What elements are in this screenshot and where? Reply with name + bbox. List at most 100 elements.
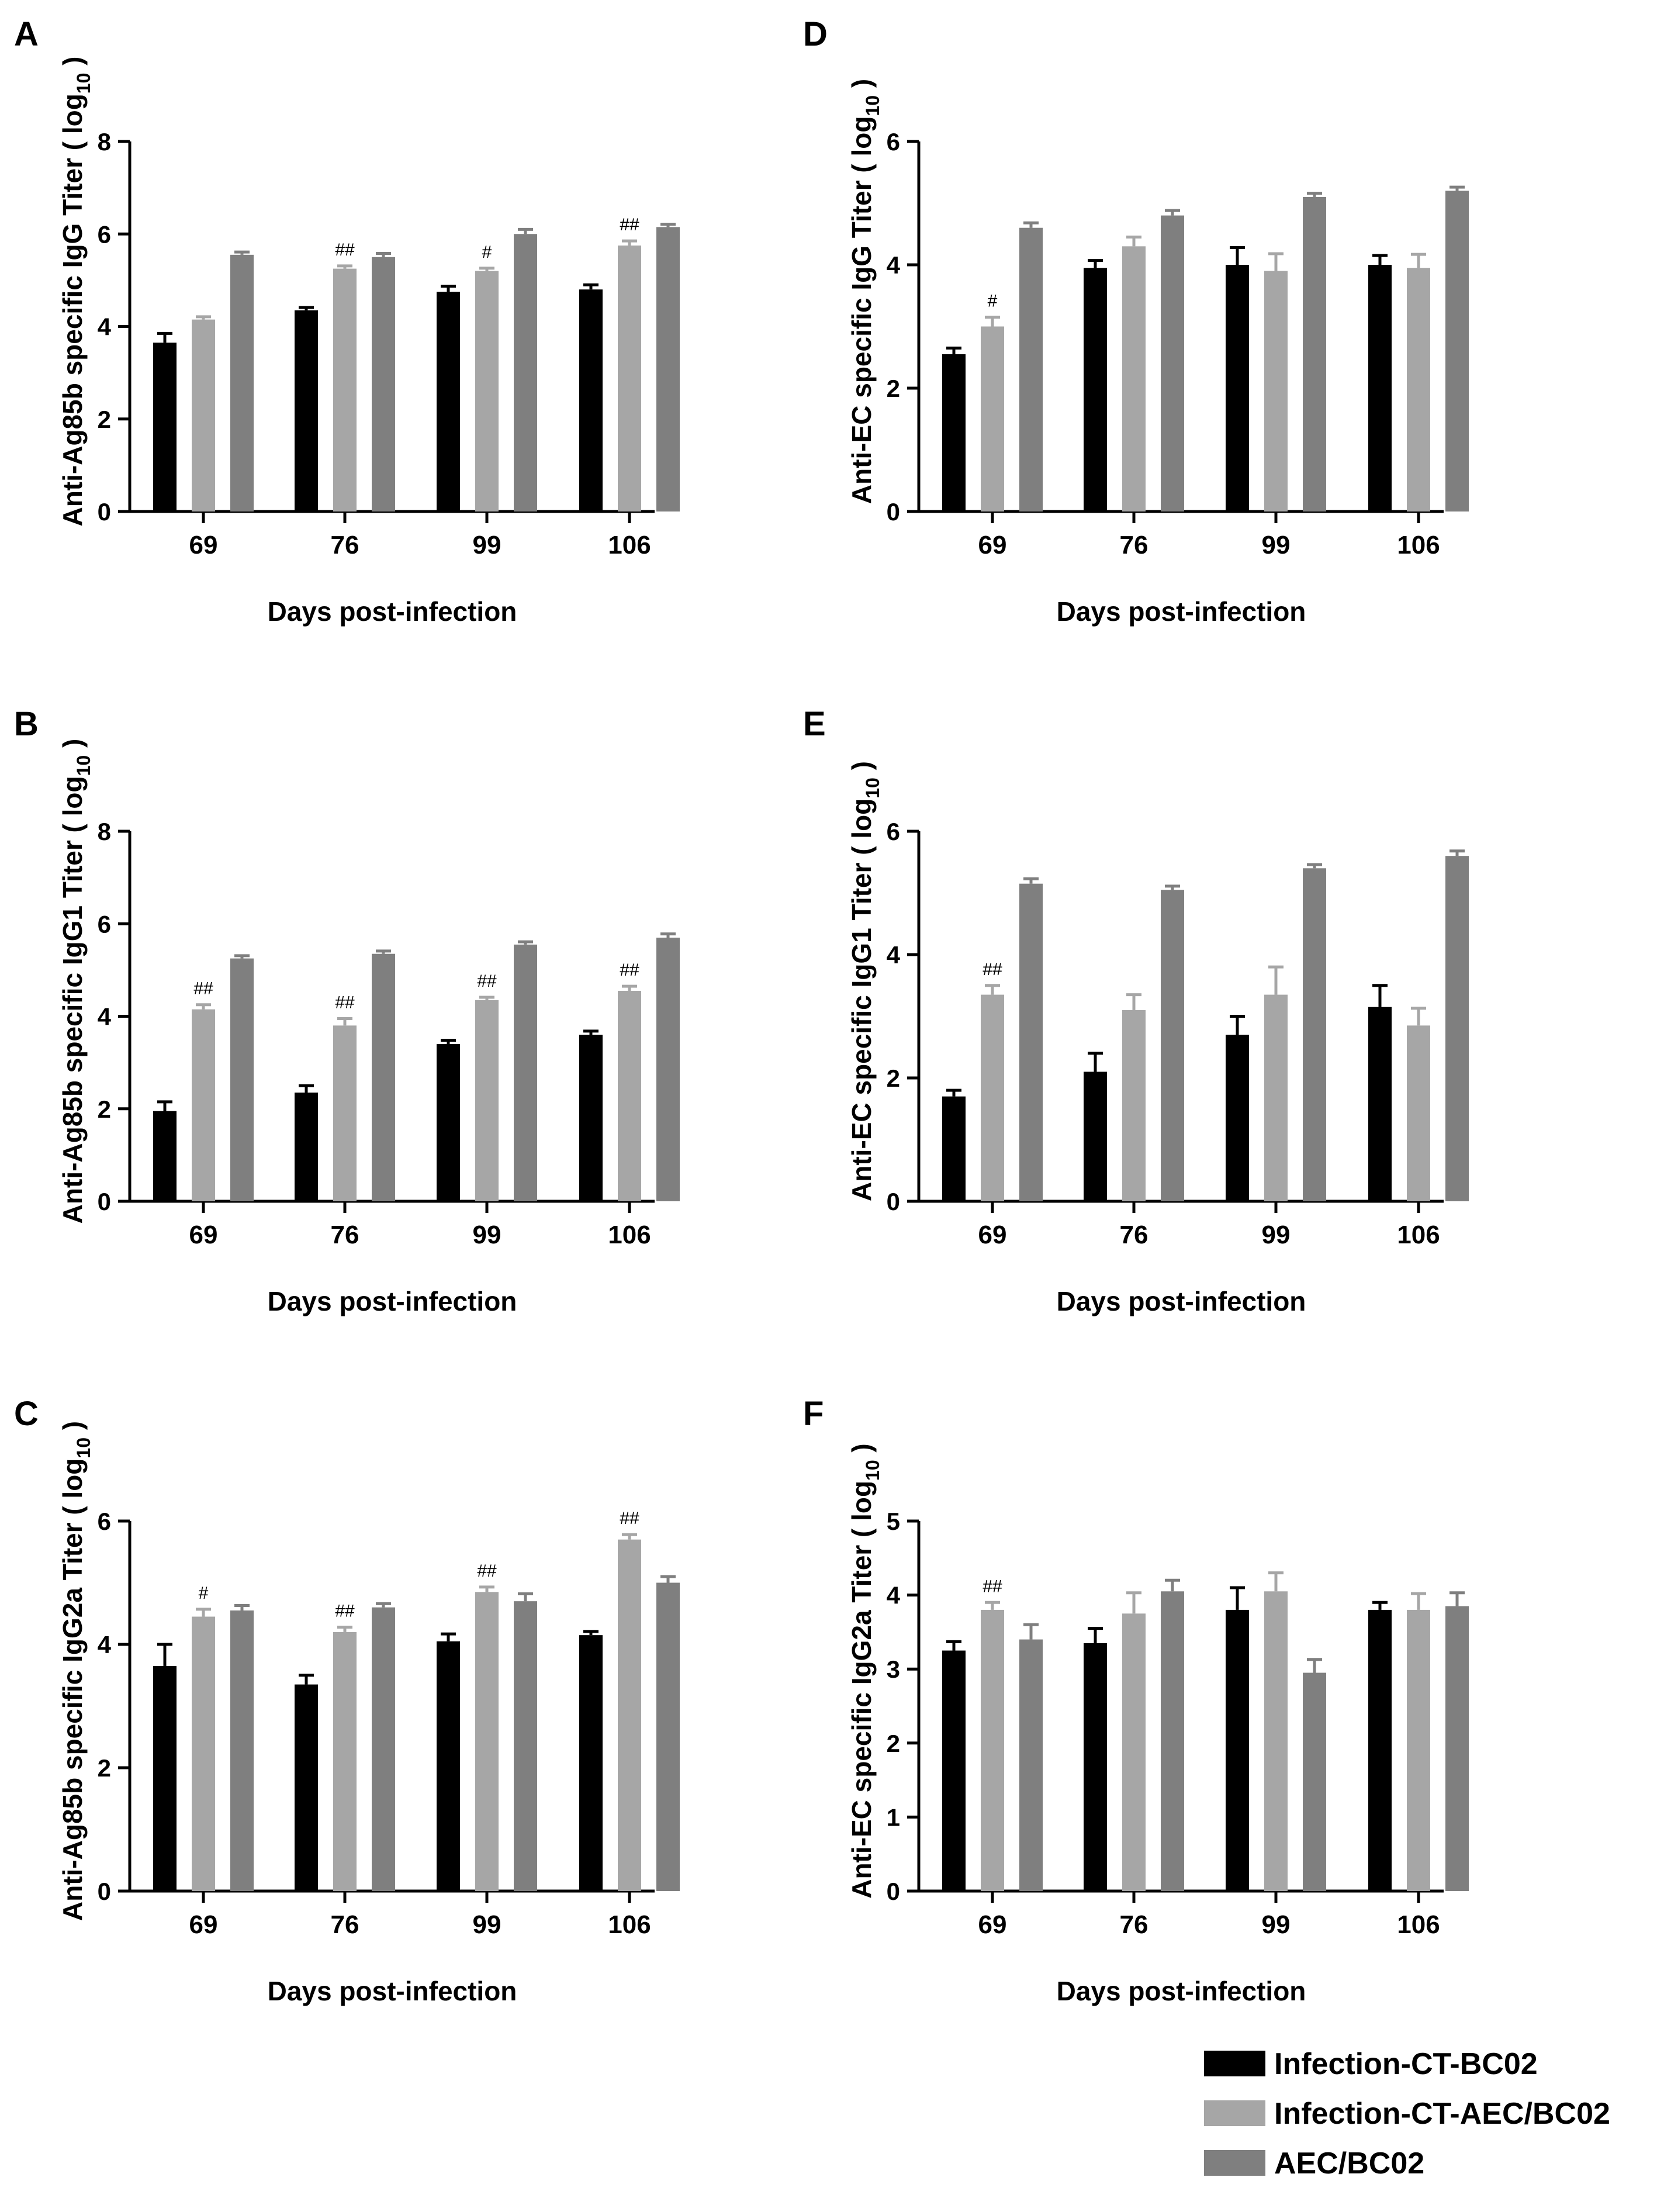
- bar-b-s2-c0: [230, 958, 254, 1201]
- bar-a-s0-c2: [437, 292, 460, 511]
- bar-a-s1-c0: [192, 319, 215, 511]
- bar-f-s0-c2: [1226, 1609, 1249, 1891]
- panel-letter: E: [803, 705, 826, 743]
- significance-mark: ##: [193, 979, 213, 998]
- y-tick-label: 4: [887, 1582, 901, 1609]
- bar-b-s0-c3: [579, 1035, 603, 1201]
- bar-e-s2-c2: [1303, 868, 1326, 1201]
- y-tick-label: 2: [887, 375, 900, 402]
- y-tick-label: 0: [887, 1188, 900, 1215]
- y-tick-label: 3: [887, 1655, 900, 1683]
- y-axis-title: Anti-EC specific IgG1 Titer ( log10 ): [846, 761, 883, 1201]
- y-tick-label: 4: [887, 251, 901, 279]
- bar-e-s2-c0: [1019, 883, 1043, 1201]
- y-tick-label: 4: [98, 313, 112, 341]
- bar-e-s2-c3: [1445, 856, 1469, 1201]
- x-tick-label: 76: [331, 531, 359, 559]
- bar-f-s2-c1: [1161, 1591, 1184, 1891]
- legend: Infection-CT-BC02 Infection-CT-AEC/BC02 AE…: [1204, 2047, 1610, 2180]
- significance-mark: ##: [335, 1601, 355, 1620]
- bar-c-s0-c1: [295, 1684, 318, 1891]
- y-axis-title-subscript: 10: [73, 755, 94, 776]
- x-tick-label: 69: [978, 531, 1007, 559]
- y-tick-label: 2: [887, 1064, 900, 1092]
- significance-mark: ##: [620, 1509, 639, 1528]
- significance-mark: ##: [477, 972, 497, 991]
- bar-c-s2-c2: [514, 1601, 537, 1891]
- bar-b-s2-c3: [656, 937, 680, 1201]
- bar-d-s0-c0: [942, 354, 966, 511]
- y-axis-title-end: ): [57, 739, 88, 755]
- bar-f-s1-c2: [1264, 1591, 1288, 1891]
- bar-f-s1-c1: [1122, 1613, 1146, 1891]
- y-tick-label: 5: [887, 1508, 900, 1535]
- legend-swatch-0: [1204, 2051, 1265, 2076]
- y-tick-label: 2: [98, 1754, 111, 1782]
- x-axis-title: Days post-infection: [1057, 596, 1306, 627]
- y-tick-label: 0: [98, 498, 111, 526]
- bar-d-s1-c2: [1264, 271, 1288, 511]
- y-axis-title-end: ): [846, 1443, 877, 1460]
- bar-b-s0-c0: [153, 1111, 177, 1201]
- panel-letter: C: [14, 1395, 39, 1433]
- bar-f-s1-c0: [981, 1609, 1004, 1891]
- x-tick-label: 69: [978, 1221, 1007, 1249]
- bar-c-s2-c3: [656, 1582, 680, 1891]
- x-axis-title: Days post-infection: [268, 1976, 517, 2006]
- y-tick-label: 2: [98, 406, 111, 433]
- y-axis-title: Anti-Ag85b specific IgG2a Titer ( log10 …: [57, 1421, 94, 1921]
- y-axis-title: Anti-EC specific IgG Titer ( log10 ): [846, 79, 883, 504]
- bar-e-s1-c3: [1407, 1025, 1430, 1201]
- y-tick-label: 1: [887, 1803, 900, 1831]
- bar-f-s2-c3: [1445, 1606, 1469, 1891]
- y-tick-label: 4: [887, 941, 901, 969]
- y-tick-label: 6: [887, 818, 900, 845]
- y-tick-label: 4: [98, 1003, 112, 1031]
- x-tick-label: 106: [608, 531, 651, 559]
- panel-letter: D: [803, 15, 828, 53]
- panel-b: B 0 2 4 6 8 69 76 99 106 ## ## ## ## Days post-infecti…: [14, 705, 680, 1316]
- bar-a-s1-c2: [475, 271, 499, 511]
- legend-label-1: Infection-CT-AEC/BC02: [1274, 2097, 1610, 2131]
- x-tick-label: 69: [189, 531, 218, 559]
- y-tick-label: 8: [98, 818, 111, 845]
- bar-a-s0-c0: [153, 343, 177, 511]
- bar-d-s0-c2: [1226, 265, 1249, 511]
- y-tick-label: 4: [98, 1631, 112, 1658]
- bar-d-s2-c2: [1303, 196, 1326, 511]
- bar-f-s2-c0: [1019, 1639, 1043, 1891]
- bar-b-s2-c2: [514, 944, 537, 1201]
- y-axis-title-subscript: 10: [862, 95, 883, 116]
- bar-f-s0-c0: [942, 1650, 966, 1891]
- y-tick-label: 6: [98, 220, 111, 248]
- bar-a-s0-c1: [295, 310, 318, 511]
- legend-swatch-1: [1204, 2100, 1265, 2126]
- bar-f-s0-c1: [1084, 1643, 1107, 1891]
- significance-mark: ##: [477, 1561, 497, 1581]
- bar-b-s0-c1: [295, 1093, 318, 1201]
- bar-c-s2-c1: [372, 1607, 395, 1891]
- x-tick-label: 76: [1120, 1910, 1148, 1939]
- y-axis-title-end: ): [846, 79, 877, 95]
- y-axis-title-subscript: 10: [862, 777, 883, 799]
- y-axis-title-main: Anti-EC specific IgG Titer ( log: [846, 116, 877, 504]
- bar-e-s1-c1: [1122, 1010, 1146, 1201]
- x-tick-label: 69: [978, 1910, 1007, 1939]
- legend-label-2: AEC/BC02: [1274, 2147, 1424, 2180]
- bar-d-s0-c1: [1084, 268, 1107, 511]
- bar-d-s1-c0: [981, 326, 1004, 511]
- bar-a-s2-c3: [656, 227, 680, 511]
- x-tick-label: 99: [1262, 531, 1291, 559]
- bar-a-s2-c2: [514, 234, 537, 511]
- y-tick-label: 0: [887, 498, 900, 526]
- y-axis-title-main: Anti-Ag85b specific IgG1 Titer ( log: [57, 776, 88, 1223]
- y-axis-title-end: ): [846, 761, 877, 777]
- x-tick-label: 106: [1397, 1910, 1440, 1939]
- bar-b-s1-c0: [192, 1009, 215, 1201]
- bar-e-s2-c1: [1161, 890, 1184, 1201]
- x-tick-label: 106: [1397, 531, 1440, 559]
- significance-mark: ##: [620, 960, 639, 980]
- bar-c-s0-c2: [437, 1641, 460, 1891]
- bar-b-s1-c3: [618, 990, 641, 1201]
